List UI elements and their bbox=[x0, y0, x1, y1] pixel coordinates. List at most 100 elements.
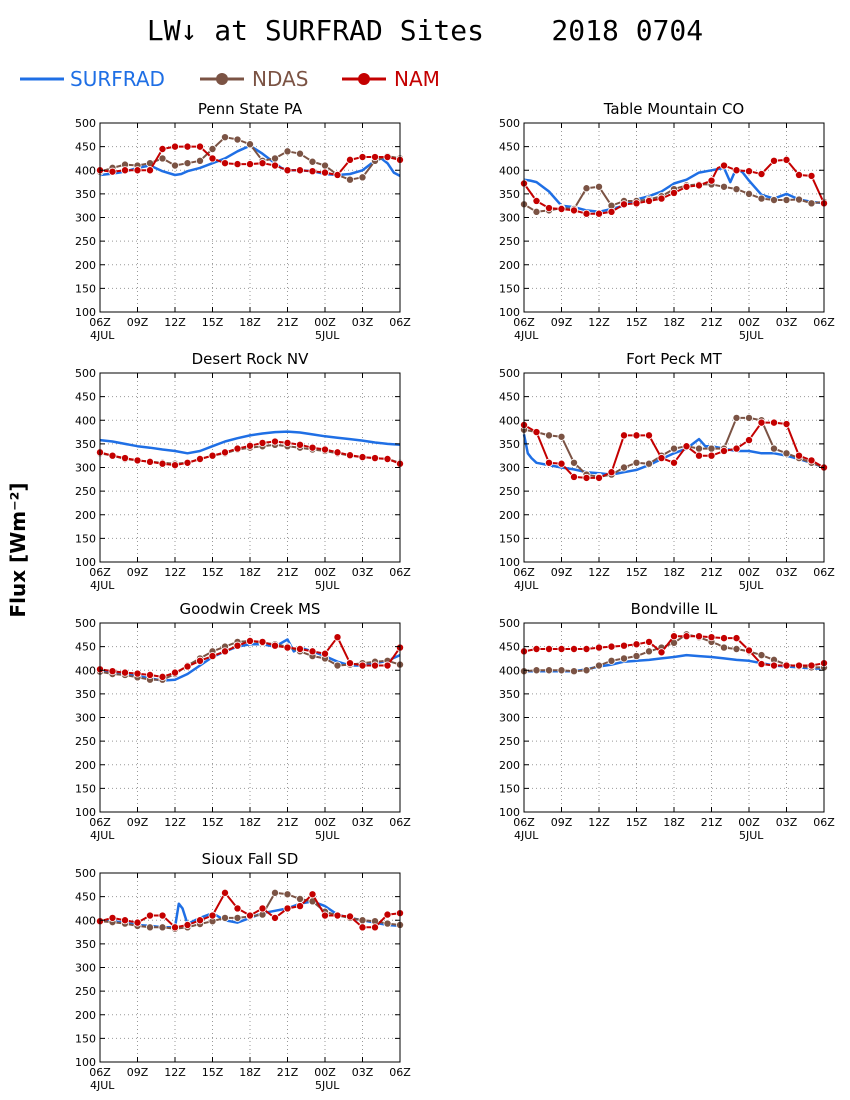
data-point-nam bbox=[283, 166, 292, 175]
data-point-ndas bbox=[582, 184, 591, 193]
data-point-nam bbox=[108, 913, 117, 922]
data-point-nam bbox=[770, 661, 779, 670]
data-point-nam bbox=[121, 454, 130, 463]
series-line-surfrad bbox=[523, 166, 825, 214]
data-point-nam bbox=[532, 644, 541, 653]
data-point-nam bbox=[370, 923, 379, 932]
data-point-ndas bbox=[158, 154, 167, 163]
data-point-nam bbox=[333, 170, 342, 179]
y-tick-label: 350 bbox=[75, 938, 96, 951]
y-tick-label: 150 bbox=[499, 282, 520, 295]
legend-item-surfrad: SURFRAD bbox=[18, 66, 198, 94]
data-point-nam bbox=[607, 642, 616, 651]
data-point-nam bbox=[782, 155, 791, 164]
data-point-nam bbox=[545, 458, 554, 467]
x-date-label: 4JUL bbox=[90, 329, 115, 342]
x-tick-label: 18Z bbox=[663, 316, 685, 329]
y-tick-label: 200 bbox=[75, 509, 96, 522]
data-point-nam bbox=[682, 632, 691, 641]
y-tick-label: 450 bbox=[499, 141, 520, 154]
x-tick-label: 06Z bbox=[89, 1066, 111, 1079]
data-point-nam bbox=[807, 171, 816, 180]
x-tick-label: 00Z bbox=[738, 816, 760, 829]
data-point-ndas bbox=[782, 449, 791, 458]
data-point-nam bbox=[133, 918, 142, 927]
data-point-nam bbox=[258, 637, 267, 646]
x-tick-label: 00Z bbox=[738, 316, 760, 329]
data-point-nam bbox=[595, 473, 604, 482]
x-tick-label: 12Z bbox=[164, 566, 186, 579]
data-point-nam bbox=[121, 166, 130, 175]
data-point-ndas bbox=[208, 144, 217, 153]
chart-title-penn-state-pa: Penn State PA bbox=[197, 100, 303, 118]
data-point-ndas bbox=[770, 196, 779, 205]
data-point-nam bbox=[545, 204, 554, 213]
data-point-nam bbox=[695, 632, 704, 641]
data-point-ndas bbox=[283, 147, 292, 156]
data-point-nam bbox=[283, 438, 292, 447]
data-point-ndas bbox=[233, 135, 242, 144]
legend-swatch-surfrad bbox=[20, 77, 64, 81]
data-point-nam bbox=[632, 431, 641, 440]
data-point-nam bbox=[757, 660, 766, 669]
data-point-ndas bbox=[532, 207, 541, 216]
data-point-nam bbox=[570, 472, 579, 481]
data-point-ndas bbox=[582, 666, 591, 675]
x-tick-label: 06Z bbox=[513, 816, 535, 829]
data-point-nam bbox=[620, 200, 629, 209]
y-tick-label: 450 bbox=[75, 141, 96, 154]
data-point-nam bbox=[345, 659, 354, 668]
data-point-nam bbox=[195, 916, 204, 925]
x-tick-label: 03Z bbox=[352, 816, 374, 829]
chart-sioux-fall-sd: 100 150 200 250 300 350 400 450 500 06Z 09Z 12Z 15Z 1… bbox=[75, 867, 411, 1092]
x-tick-label: 15Z bbox=[202, 816, 224, 829]
y-tick-label: 400 bbox=[499, 414, 520, 427]
data-point-nam bbox=[757, 418, 766, 427]
data-point-ndas bbox=[595, 182, 604, 191]
data-point-nam bbox=[557, 204, 566, 213]
data-point-nam bbox=[195, 454, 204, 463]
data-point-nam bbox=[270, 641, 279, 650]
data-point-ndas bbox=[532, 666, 541, 675]
data-point-ndas bbox=[270, 154, 279, 163]
y-tick-label: 200 bbox=[499, 509, 520, 522]
data-point-nam bbox=[308, 167, 317, 176]
y-tick-label: 100 bbox=[75, 806, 96, 819]
y-tick-label: 450 bbox=[499, 391, 520, 404]
data-point-nam bbox=[720, 446, 729, 455]
data-point-nam bbox=[707, 633, 716, 642]
x-tick-label: 12Z bbox=[164, 816, 186, 829]
data-point-nam bbox=[220, 647, 229, 656]
data-point-nam bbox=[183, 458, 192, 467]
data-point-nam bbox=[358, 661, 367, 670]
data-point-nam bbox=[320, 168, 329, 177]
data-point-nam bbox=[732, 166, 741, 175]
data-point-nam bbox=[108, 167, 117, 176]
chart-fort-peck-mt: 100 150 200 250 300 350 400 450 500 06Z 09Z 12Z 15Z 1… bbox=[499, 367, 835, 592]
data-point-nam bbox=[170, 142, 179, 151]
y-tick-label: 250 bbox=[499, 235, 520, 248]
y-tick-label: 100 bbox=[499, 306, 520, 319]
data-point-nam bbox=[383, 661, 392, 670]
data-point-nam bbox=[557, 644, 566, 653]
y-tick-label: 350 bbox=[499, 438, 520, 451]
x-tick-label: 06Z bbox=[89, 816, 111, 829]
y-tick-label: 250 bbox=[499, 735, 520, 748]
data-point-nam bbox=[220, 159, 229, 168]
series-line-surfrad bbox=[99, 144, 401, 178]
data-point-ndas bbox=[545, 666, 554, 675]
data-point-nam bbox=[557, 459, 566, 468]
data-point-nam bbox=[195, 142, 204, 151]
data-point-nam bbox=[645, 637, 654, 646]
x-tick-label: 03Z bbox=[776, 566, 798, 579]
series-line-surfrad bbox=[522, 434, 825, 476]
data-point-nam bbox=[208, 154, 217, 163]
chart-desert-rock-nv: 100 150 200 250 300 350 400 450 500 06Z 09Z 12Z 15Z 1… bbox=[75, 367, 411, 592]
y-tick-label: 300 bbox=[75, 712, 96, 725]
data-point-ndas bbox=[308, 157, 317, 166]
data-point-nam bbox=[657, 454, 666, 463]
data-point-ndas bbox=[707, 444, 716, 453]
data-point-nam bbox=[370, 153, 379, 162]
data-point-nam bbox=[133, 669, 142, 678]
